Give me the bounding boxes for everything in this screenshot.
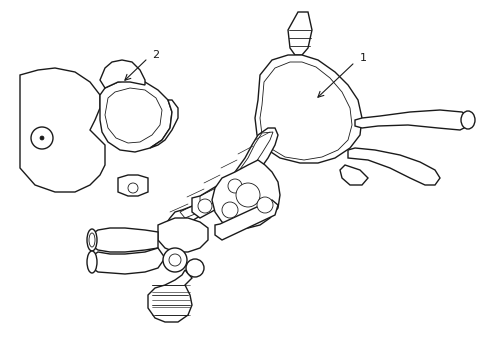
Polygon shape: [90, 248, 164, 274]
Polygon shape: [192, 172, 247, 218]
Polygon shape: [100, 60, 145, 88]
Circle shape: [236, 183, 260, 207]
Polygon shape: [158, 218, 207, 252]
Polygon shape: [287, 12, 311, 55]
Ellipse shape: [460, 111, 474, 129]
Polygon shape: [150, 100, 178, 148]
Polygon shape: [354, 110, 469, 130]
Circle shape: [185, 259, 203, 277]
Circle shape: [31, 127, 53, 149]
Text: 2: 2: [152, 50, 159, 60]
Ellipse shape: [87, 251, 97, 273]
Ellipse shape: [89, 233, 95, 247]
Polygon shape: [148, 270, 192, 322]
Circle shape: [198, 199, 212, 213]
Polygon shape: [254, 55, 361, 163]
Circle shape: [128, 183, 138, 193]
Polygon shape: [100, 80, 172, 152]
Circle shape: [257, 197, 272, 213]
Ellipse shape: [87, 229, 97, 251]
Circle shape: [222, 202, 238, 218]
Polygon shape: [215, 200, 278, 240]
Polygon shape: [20, 68, 105, 192]
Polygon shape: [158, 128, 278, 244]
Circle shape: [169, 254, 181, 266]
Circle shape: [40, 136, 44, 140]
Polygon shape: [339, 165, 367, 185]
Polygon shape: [212, 160, 280, 228]
Polygon shape: [90, 228, 158, 252]
Circle shape: [163, 248, 186, 272]
Text: 1: 1: [359, 53, 366, 63]
Polygon shape: [118, 175, 148, 196]
Circle shape: [227, 179, 242, 193]
Polygon shape: [347, 148, 439, 185]
